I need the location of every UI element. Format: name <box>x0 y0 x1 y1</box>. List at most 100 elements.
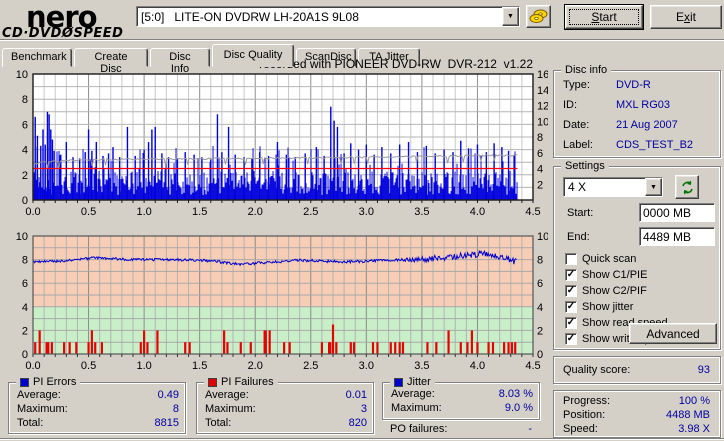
checkbox-label: Show C2/PIF <box>582 285 647 297</box>
pi-failure-bar <box>249 342 252 354</box>
pi-failure-bar <box>146 342 149 354</box>
svg-text:4.5: 4.5 <box>525 206 540 218</box>
pi-failure-bar <box>288 342 291 354</box>
eject-disc-button[interactable] <box>526 5 551 28</box>
disc-info-title: Disc info <box>561 64 612 76</box>
chevron-down-icon[interactable]: ▼ <box>502 7 519 26</box>
advanced-button[interactable]: Advanced <box>629 323 717 344</box>
disc-id-label: ID: <box>563 99 578 111</box>
pi-failure-bar <box>223 330 226 354</box>
svg-text:0: 0 <box>22 349 28 361</box>
discs-icon <box>529 9 548 23</box>
stat-value: 8.03 % <box>498 388 533 400</box>
pi-failure-bar <box>100 342 103 354</box>
svg-text:10: 10 <box>16 69 28 81</box>
pi-failure-bar <box>331 324 335 354</box>
scan-start-input[interactable]: 0000 MB <box>639 203 715 222</box>
svg-text:1.0: 1.0 <box>136 206 151 218</box>
checkbox-show-c1-pie[interactable]: ✓ Show C1/PIE <box>565 269 647 281</box>
pi-errors-legend-swatch <box>20 377 29 387</box>
disc-date-label: Date: <box>563 119 590 131</box>
pi-failure-bar <box>45 342 50 354</box>
svg-text:10: 10 <box>16 231 28 243</box>
pi-failure-bar <box>68 342 71 354</box>
pi-failure-bar <box>226 342 229 354</box>
svg-text:12: 12 <box>537 101 548 113</box>
checkbox-show-jitter[interactable]: ✓ Show jitter <box>565 301 633 313</box>
disc-id-value: MXL RG03 <box>616 99 671 111</box>
svg-text:8: 8 <box>537 255 543 267</box>
svg-text:3.5: 3.5 <box>414 360 429 372</box>
quality-score-label: Quality score: <box>563 364 631 376</box>
stat-label: Total: <box>17 417 44 429</box>
drive-select-value: [5:0] LITE-ON DVDRW LH-20A1S 9L08 <box>141 9 359 24</box>
pi-failure-bar <box>90 330 93 354</box>
stat-value: 0.49 <box>157 389 179 401</box>
svg-text:10: 10 <box>537 116 548 128</box>
header-divider <box>0 39 724 41</box>
pi-failure-bar <box>394 342 397 354</box>
svg-text:4.5: 4.5 <box>525 360 540 372</box>
pi-failure-bar <box>87 342 90 354</box>
tab-ta-jitter[interactable]: TA Jitter <box>358 48 420 67</box>
chevron-down-icon[interactable]: ▼ <box>645 178 662 196</box>
svg-text:4: 4 <box>22 145 28 157</box>
svg-text:3.0: 3.0 <box>359 206 374 218</box>
disc-label-label: Label: <box>563 139 593 151</box>
progress-label: Progress: <box>563 395 611 407</box>
tab-disc-info[interactable]: Disc Info <box>150 48 210 75</box>
refresh-button[interactable] <box>675 175 699 199</box>
pi-failure-bar <box>514 342 517 354</box>
svg-text:8: 8 <box>22 255 28 267</box>
pi-failure-bar <box>263 330 267 354</box>
svg-text:4.0: 4.0 <box>470 360 485 372</box>
pi-failure-bar <box>503 342 506 354</box>
pi-failure-bar <box>335 342 338 354</box>
svg-text:2.5: 2.5 <box>303 360 318 372</box>
stat-label: Total: <box>205 417 232 429</box>
window-bottom-edge <box>0 438 724 440</box>
stat-label: Average: <box>17 389 61 401</box>
speed-value: 3.98 X <box>678 423 710 435</box>
drive-select[interactable]: [5:0] LITE-ON DVDRW LH-20A1S 9L08 ▼ <box>136 6 520 27</box>
pi-failure-bar <box>435 342 438 354</box>
start-button-label: Start <box>591 10 617 24</box>
checkbox-show-c2-pif[interactable]: ✓ Show C2/PIF <box>565 285 647 297</box>
svg-text:2: 2 <box>22 170 28 182</box>
tab-benchmark[interactable]: Benchmark <box>2 48 72 67</box>
start-button[interactable]: Start <box>564 4 644 30</box>
pi-failure-bar <box>156 330 159 354</box>
scan-end-input[interactable]: 4489 MB <box>639 227 715 246</box>
exit-button-label: Exit <box>675 10 696 24</box>
checkbox-label: Show jitter <box>582 301 634 313</box>
svg-text:8: 8 <box>22 94 28 106</box>
quality-score-value: 93 <box>697 364 710 376</box>
checkbox-quick-scan[interactable]: Quick scan <box>565 253 636 265</box>
pi-failure-bar <box>63 342 66 354</box>
svg-text:1.5: 1.5 <box>192 206 207 218</box>
checked-checkbox-icon[interactable]: ✓ <box>565 317 577 329</box>
pi-failures-stats-box: PI Failures Average: 0.01 Maximum: 3 Total… <box>196 376 374 434</box>
pi-failure-bar <box>398 342 401 354</box>
pi-failure-bar <box>389 342 392 354</box>
pi-errors-chart: 0 2 4 6 8 10 2 4 6 8 10 12 14 16 0.0 0.5 1.0 1.5 2.0 2.5 3.0… <box>0 56 550 226</box>
checked-checkbox-icon[interactable]: ✓ <box>565 301 577 313</box>
speed-select[interactable]: 4 X ▼ <box>563 177 663 197</box>
pi-failure-bar <box>283 342 286 354</box>
checked-checkbox-icon[interactable]: ✓ <box>565 269 577 281</box>
pi-failure-bar <box>507 342 510 354</box>
exit-button[interactable]: Exit <box>650 5 722 29</box>
speed-select-value: 4 X <box>568 180 587 194</box>
checked-checkbox-icon[interactable]: ✓ <box>565 333 577 345</box>
progress-box: Progress: 100 % Position: 4488 MB Speed:… <box>553 390 721 438</box>
svg-text:2.5: 2.5 <box>303 206 318 218</box>
pi-errors-stats-box: PI Errors Average: 0.49 Maximum: 8 Total: 8… <box>8 376 186 434</box>
pi-errors-series <box>32 106 518 200</box>
speed-label: Speed: <box>563 423 598 435</box>
tab-scandisc[interactable]: ScanDisc <box>296 48 356 67</box>
unchecked-checkbox-icon[interactable] <box>565 253 577 265</box>
svg-text:16: 16 <box>537 69 548 81</box>
checked-checkbox-icon[interactable]: ✓ <box>565 285 577 297</box>
tab-create-disc[interactable]: Create Disc <box>74 48 148 75</box>
tab-disc-quality[interactable]: Disc Quality <box>212 44 294 67</box>
